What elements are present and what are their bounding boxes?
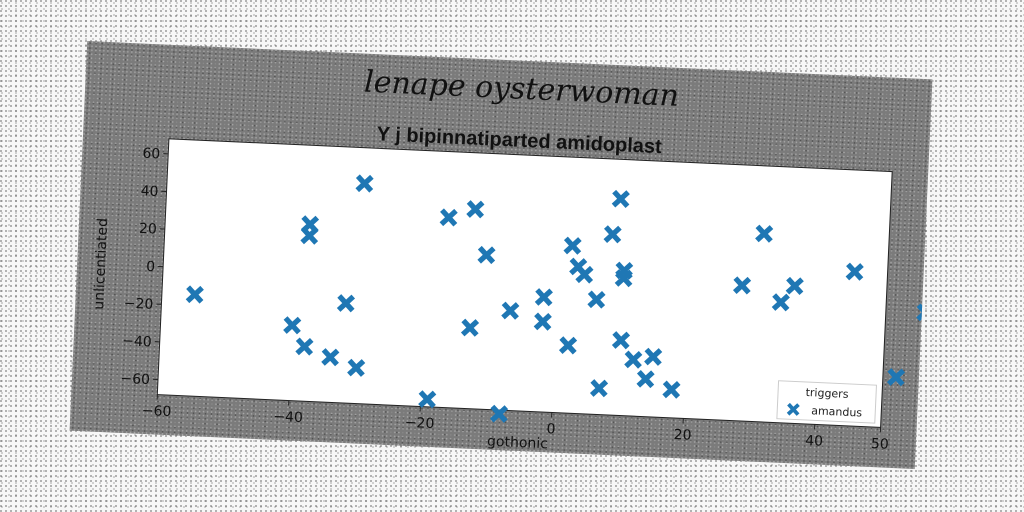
- scatter-point: [439, 208, 458, 227]
- scatter-point: [501, 301, 520, 320]
- scatter-point: [587, 290, 606, 309]
- scatter-point: [916, 303, 933, 322]
- scatter-point: [886, 368, 906, 387]
- legend: triggers amandus: [776, 380, 878, 424]
- scatter-point: [636, 369, 655, 389]
- scatter-point: [558, 336, 578, 355]
- scatter-point: [589, 379, 609, 398]
- scatter-point: [771, 293, 790, 312]
- scatter-point: [603, 225, 622, 244]
- scatter-point: [347, 358, 366, 377]
- scatter-point: [624, 350, 643, 369]
- x-tick-label: 20: [673, 427, 692, 444]
- scatter-point: [489, 404, 509, 423]
- x-tick-label: 0: [546, 421, 556, 437]
- x-tick-label: −60: [141, 403, 171, 420]
- y-tick-label: 20: [139, 221, 158, 238]
- axis-ticks: −60 −40 −20 0 20 40 50 −60 −40 −20 0 20 40 60: [120, 146, 890, 453]
- y-tick-label: 0: [146, 259, 156, 275]
- scatter-point: [460, 318, 480, 337]
- scatter-point: [321, 348, 340, 367]
- scatter-point: [614, 269, 633, 288]
- y-tick-label: 40: [140, 183, 159, 200]
- scatter-point: [300, 226, 319, 245]
- legend-marker-x-icon: [786, 402, 800, 416]
- x-tick-label: −20: [404, 415, 434, 432]
- x-tick-label: 40: [805, 433, 824, 450]
- scatter-point: [466, 200, 485, 219]
- scatter-point: [845, 262, 864, 281]
- scatter-point: [295, 337, 314, 356]
- scatter-point: [732, 276, 752, 295]
- scatter-point: [418, 390, 437, 409]
- legend-title: triggers: [805, 386, 849, 401]
- y-tick-label: 60: [142, 146, 161, 163]
- chart-suptitle: lenape oysterwoman: [363, 65, 679, 114]
- y-axis-label: unlicentiated: [91, 218, 111, 310]
- x-tick-label: −40: [273, 409, 303, 426]
- scatter-point: [575, 265, 594, 284]
- y-tick-label: −60: [120, 371, 150, 388]
- scatter-point: [336, 294, 356, 313]
- scatter-point: [533, 312, 552, 331]
- scatter-point: [477, 245, 496, 265]
- scatter-point: [283, 316, 302, 335]
- legend-entry-amandus: amandus: [811, 404, 863, 419]
- y-tick-label: −20: [123, 296, 153, 313]
- legend-marker-icon: [786, 402, 800, 416]
- chart-figure: lenape oysterwoman Y j bipinnatiparted a…: [69, 41, 933, 469]
- scatter-point: [785, 276, 804, 296]
- chart-svg: lenape oysterwoman Y j bipinnatiparted a…: [91, 65, 933, 453]
- scatter-point: [611, 331, 631, 350]
- scatter-point: [662, 380, 681, 399]
- scatter-point: [355, 174, 374, 193]
- scatter-point: [755, 224, 774, 243]
- scatter-point: [644, 347, 663, 366]
- x-axis-label: gothonic: [487, 434, 549, 453]
- scatter-point: [185, 285, 204, 304]
- y-tick-label: −40: [122, 333, 152, 350]
- legend-box: [776, 380, 878, 424]
- scatter-point: [534, 288, 553, 307]
- scatter-point: [563, 236, 582, 255]
- x-tick-label: 50: [871, 436, 890, 453]
- scatter-point: [611, 189, 630, 208]
